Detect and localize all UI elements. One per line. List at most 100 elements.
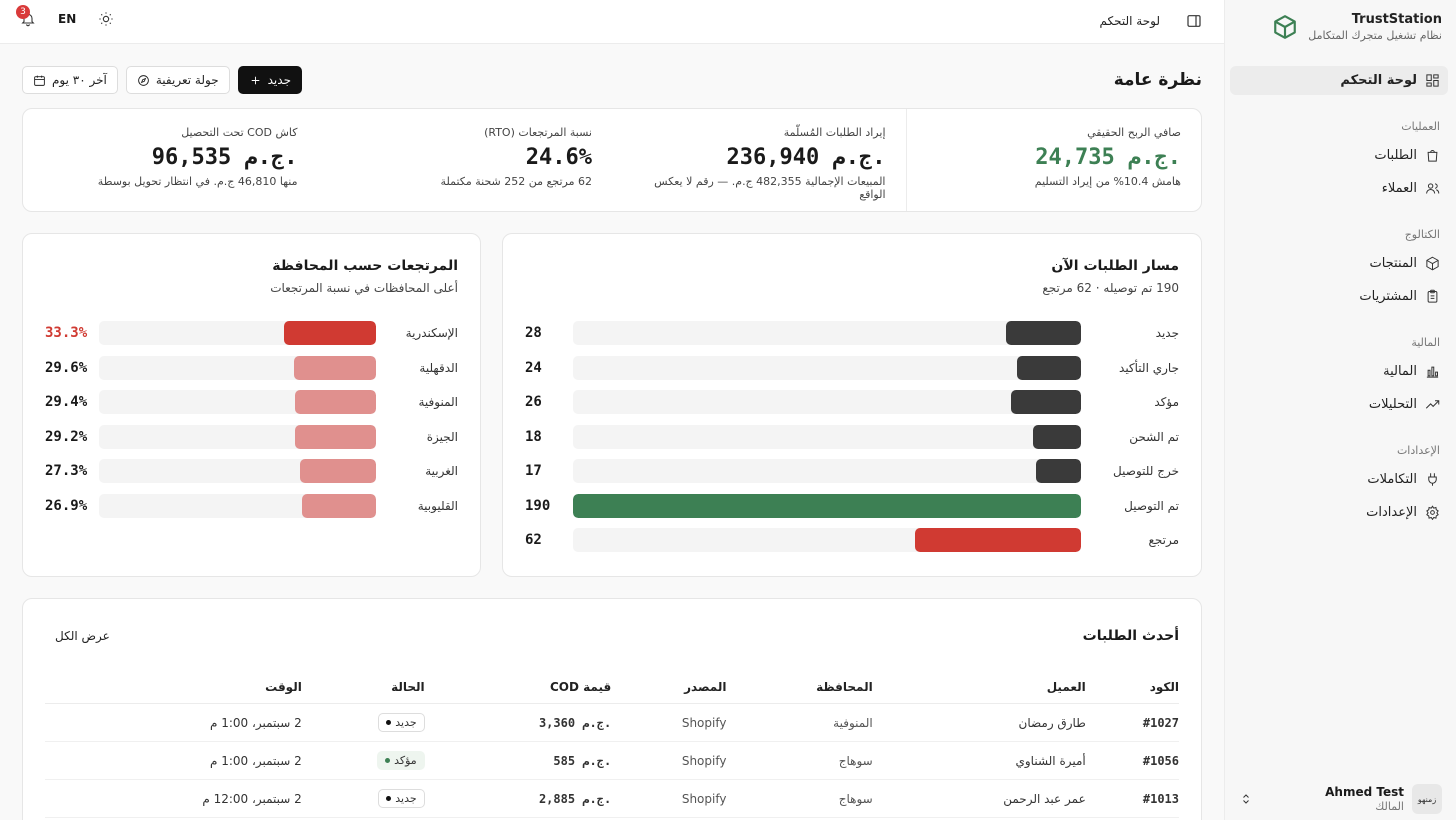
col-governorate[interactable]: المحافظة <box>726 671 873 704</box>
kpi-label: نسبة المرتجعات (RTO) <box>484 126 592 139</box>
col-source[interactable]: المصدر <box>611 671 727 704</box>
bar-fill <box>301 493 376 518</box>
compass-icon <box>138 74 149 86</box>
bar-label: الإسكندرية <box>405 326 458 340</box>
bar-row[interactable]: جاري التأكيد 24 <box>525 355 1179 381</box>
sidebar-item-customers[interactable]: العملاء <box>1230 174 1448 203</box>
bar-track <box>573 355 1081 380</box>
bar-label: المنوفية <box>418 395 458 409</box>
status-badge: جديد <box>378 789 425 808</box>
status-badge: مؤكد <box>377 751 425 770</box>
bar-value: 17 <box>525 463 542 479</box>
plug-icon <box>1428 473 1437 486</box>
table-row[interactable]: #1027 طارق رمضان المنوفية Shopify 3,360 ج.م.… <box>45 703 1179 742</box>
col-status[interactable]: الحالة <box>301 671 425 704</box>
kpi-return-rate: نسبة المرتجعات (RTO) 24.6% 62 مرتجع من 2… <box>318 109 613 211</box>
card-subtitle: أعلى المحافظات في نسبة المرتجعات <box>270 281 458 295</box>
theme-toggle-icon[interactable] <box>98 11 114 27</box>
table-row[interactable]: #1013 عمر عبد الرحمن سوهاج Shopify 2,885 ج.م… <box>45 779 1179 818</box>
sidebar-item-finance[interactable]: المالية <box>1230 357 1448 386</box>
tour-button[interactable]: جولة تعريفية <box>125 66 230 94</box>
view-all-link[interactable]: عرض الكل <box>55 629 110 643</box>
kpi-label: كاش COD تحت التحصيل <box>181 126 298 139</box>
bar-row[interactable]: المنوفية 29.4% <box>45 389 458 415</box>
cod-value: 2,885 ج.م. <box>424 779 612 818</box>
bar-track <box>99 321 376 345</box>
date-range-label: آخر ٣٠ يوم <box>52 73 107 87</box>
sidebar-item-purchases[interactable]: المشتريات <box>1230 282 1448 311</box>
sidebar-item-dashboard[interactable]: لوحة التحكم <box>1230 66 1448 95</box>
bar-value: 28 <box>525 325 542 341</box>
bar-value: 26.9% <box>45 497 88 514</box>
sidebar-item-settings[interactable]: الإعدادات <box>1230 498 1448 527</box>
bar-track <box>573 321 1081 345</box>
bar-fill <box>1035 459 1081 483</box>
plus-icon <box>251 76 259 84</box>
bar-value: 29.4% <box>45 394 88 410</box>
language-switch[interactable]: EN <box>58 12 77 26</box>
user-name: Ahmed Test <box>1325 785 1404 799</box>
bar-row[interactable]: تم التوصيل 190 <box>525 493 1179 519</box>
governorate: سوهاج <box>726 779 873 818</box>
sidebar-item-label: الطلبات <box>1374 148 1417 163</box>
bar-fill <box>1006 321 1081 345</box>
bar-label: الغربية <box>425 464 458 478</box>
sidebar-item-products[interactable]: المنتجات <box>1230 249 1448 278</box>
col-customer[interactable]: العميل <box>872 671 1086 704</box>
bar-track <box>99 459 376 483</box>
sidebar-item-analytics[interactable]: التحليلات <box>1230 390 1448 419</box>
kpi-strip: صافي الربح الحقيقي 24,735 ج.م. هامش 10.4… <box>22 108 1202 212</box>
status-dot-icon <box>385 758 391 763</box>
bar-label: جاري التأكيد <box>1119 360 1179 375</box>
cod-value: 3,360 ج.م. <box>424 703 612 742</box>
col-code[interactable]: الكود <box>1085 671 1179 704</box>
returns-by-governorate-card: المرتجعات حسب المحافظة أعلى المحافظات في… <box>22 233 481 577</box>
new-button[interactable]: جديد <box>237 66 302 94</box>
bar-value: 18 <box>525 428 542 445</box>
sidebar-item-orders[interactable]: الطلبات <box>1230 141 1448 170</box>
sidebar-toggle-icon[interactable] <box>1186 13 1202 29</box>
governorate: سوهاج <box>726 741 873 780</box>
customer-name: طارق رمضان <box>872 703 1086 742</box>
orders-pipeline-card: مسار الطلبات الآن 190 تم توصيله · 62 مرت… <box>502 233 1202 577</box>
bar-row[interactable]: الجيزة 29.2% <box>45 424 458 450</box>
bar-row[interactable]: القليوبية 26.9% <box>45 493 458 519</box>
topbar: لوحة التحكم EN 3 <box>0 0 1224 44</box>
main-content: نظرة عامة آخر ٣٠ يوم جولة تعريفية جديد ص… <box>22 44 1202 820</box>
bar-row[interactable]: تم الشحن 18 <box>525 424 1179 450</box>
bar-fill <box>1032 424 1081 449</box>
col-time[interactable]: الوقت <box>45 671 302 704</box>
table-row[interactable]: #1056 أميرة الشناوي سوهاج Shopify 585 ج.م. مؤ… <box>45 741 1179 780</box>
bar-fill <box>1011 390 1081 414</box>
kpi-value: 24,735 ج.م. <box>1035 145 1181 170</box>
bar-value: 190 <box>525 497 551 514</box>
bar-track <box>573 424 1081 449</box>
date-range-button[interactable]: آخر ٣٠ يوم <box>22 66 118 94</box>
user-menu[interactable]: زمنهو Ahmed Test المالك <box>1236 782 1442 816</box>
trending-up-icon <box>1425 400 1440 409</box>
user-role: المالك <box>1375 800 1404 813</box>
sidebar-section-operations: العمليات <box>1401 120 1440 133</box>
bar-row[interactable]: الإسكندرية 33.3% <box>45 320 458 346</box>
bar-row[interactable]: مؤكد 26 <box>525 389 1179 415</box>
bar-label: تم الشحن <box>1129 429 1179 444</box>
bar-value: 29.2% <box>45 428 88 445</box>
bar-fill <box>573 493 1081 518</box>
kpi-label: صافي الربح الحقيقي <box>1087 126 1181 139</box>
sidebar-item-integrations[interactable]: التكاملات <box>1230 465 1448 494</box>
users-icon <box>1426 183 1440 194</box>
bar-row[interactable]: الدقهلية 29.6% <box>45 355 458 381</box>
kpi-value: 24.6% <box>525 145 592 170</box>
brand[interactable]: TrustStation نظام تشغيل متجرك المتكامل <box>1272 12 1442 42</box>
bar-row[interactable]: خرج للتوصيل 17 <box>525 458 1179 484</box>
status-label: مؤكد <box>394 754 417 767</box>
bar-label: القليوبية <box>417 498 458 513</box>
status-dot-icon <box>386 720 392 725</box>
bar-track <box>99 355 376 380</box>
bar-row[interactable]: مرتجع 62 <box>525 527 1179 553</box>
bar-row[interactable]: الغربية 27.3% <box>45 458 458 484</box>
notifications-button[interactable]: 3 <box>16 5 36 27</box>
order-time: 2 سبتمبر، 1:00 م <box>45 741 302 780</box>
bar-row[interactable]: جديد 28 <box>525 320 1179 346</box>
col-cod[interactable]: قيمة COD <box>424 671 612 704</box>
